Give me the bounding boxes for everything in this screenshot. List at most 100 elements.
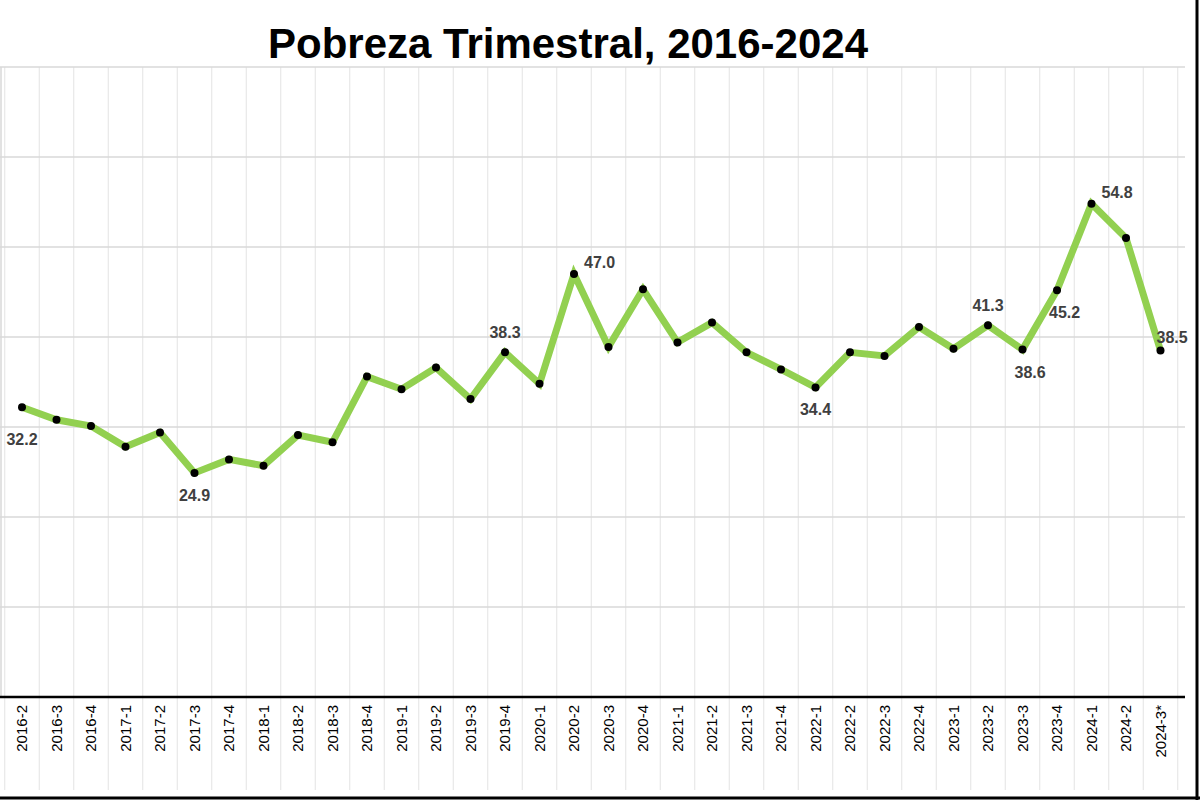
x-tick-label: 2016-4 (82, 705, 99, 752)
category-separator (1143, 67, 1144, 790)
category-separator (280, 67, 281, 790)
x-tick-label: 2018-4 (358, 705, 375, 752)
category-separator (142, 67, 143, 790)
data-label: 38.5 (1157, 329, 1188, 346)
marker (363, 373, 371, 381)
category-separator (418, 67, 419, 790)
x-tick-label: 2022-3 (876, 705, 893, 752)
marker (708, 319, 716, 327)
category-separator (1005, 67, 1006, 790)
marker (260, 462, 268, 470)
marker (501, 348, 509, 356)
category-separator (729, 67, 730, 790)
category-separator (4, 67, 5, 790)
category-separator (1074, 67, 1075, 790)
data-label: 34.4 (800, 401, 831, 418)
x-tick-label: 2018-3 (324, 705, 341, 752)
grid-line (0, 516, 1185, 518)
x-tick-label: 2016-2 (13, 705, 30, 752)
category-separator (349, 67, 350, 790)
category-separator (798, 67, 799, 790)
x-tick-label: 2022-2 (841, 705, 858, 752)
x-tick-label: 2019-3 (462, 705, 479, 752)
category-separator (246, 67, 247, 790)
marker (294, 431, 302, 439)
marker (881, 352, 889, 360)
category-separator (694, 67, 695, 790)
data-label: 45.2 (1049, 304, 1080, 321)
x-tick-label: 2020-1 (531, 705, 548, 752)
line (22, 204, 1161, 473)
marker (398, 385, 406, 393)
category-separator (453, 67, 454, 790)
x-tick-label: 2018-1 (255, 705, 272, 752)
marker (1088, 200, 1096, 208)
marker (605, 343, 613, 351)
data-label: 32.2 (6, 431, 37, 448)
x-tick-label: 2017-4 (220, 705, 237, 752)
category-separator (936, 67, 937, 790)
marker (87, 422, 95, 430)
marker (1122, 234, 1130, 242)
category-separator (901, 67, 902, 790)
marker (1019, 346, 1027, 354)
marker (225, 455, 233, 463)
marker (53, 416, 61, 424)
category-separator (522, 67, 523, 790)
category-separator (970, 67, 971, 790)
x-tick-label: 2024-2 (1117, 705, 1134, 752)
category-separator (487, 67, 488, 790)
data-label: 54.8 (1102, 184, 1133, 201)
grid-line (0, 696, 1185, 698)
category-separator (315, 67, 316, 790)
category-separator (211, 67, 212, 790)
marker (536, 380, 544, 388)
grid-line (0, 606, 1185, 608)
x-tick-label: 2023-3 (1014, 705, 1031, 752)
marker (846, 348, 854, 356)
category-separator (1039, 67, 1040, 790)
x-tick-label: 2021-3 (738, 705, 755, 752)
category-separator (73, 67, 74, 790)
marker (1157, 347, 1165, 355)
background (0, 0, 1200, 800)
x-tick-label: 2017-1 (117, 705, 134, 752)
x-tick-label: 2020-4 (634, 705, 651, 752)
marker (674, 338, 682, 346)
marker (329, 438, 337, 446)
category-separator (384, 67, 385, 790)
marker (432, 364, 440, 372)
x-tick-label: 2016-3 (48, 705, 65, 752)
marker (777, 365, 785, 373)
marker (191, 469, 199, 477)
marker (984, 321, 992, 329)
x-tick-label: 2018-2 (289, 705, 306, 752)
x-tick-label: 2020-2 (565, 705, 582, 752)
x-tick-label: 2024-3* (1152, 705, 1169, 758)
x-tick-label: 2022-4 (910, 705, 927, 752)
marker (743, 348, 751, 356)
category-separator (177, 67, 178, 790)
x-tick-label: 2022-1 (807, 705, 824, 752)
x-tick-label: 2021-2 (703, 705, 720, 752)
grid-line (0, 156, 1185, 158)
category-separator (867, 67, 868, 790)
x-tick-label: 2020-3 (600, 705, 617, 752)
title: Pobreza Trimestral, 2016-2024 (268, 20, 869, 67)
category-separator (108, 67, 109, 790)
marker (950, 345, 958, 353)
x-tick-label: 2019-1 (393, 705, 410, 752)
marker (467, 395, 475, 403)
category-separator (556, 67, 557, 790)
frame (0, 797, 1200, 800)
x-tick-label: 2023-2 (979, 705, 996, 752)
x-tick-label: 2024-1 (1083, 705, 1100, 752)
category-separator (660, 67, 661, 790)
marker (156, 428, 164, 436)
category-separator (832, 67, 833, 790)
grid-line (0, 426, 1185, 428)
data-label: 38.3 (489, 324, 520, 341)
marker (639, 285, 647, 293)
marker (122, 443, 130, 451)
series (18, 200, 1165, 477)
